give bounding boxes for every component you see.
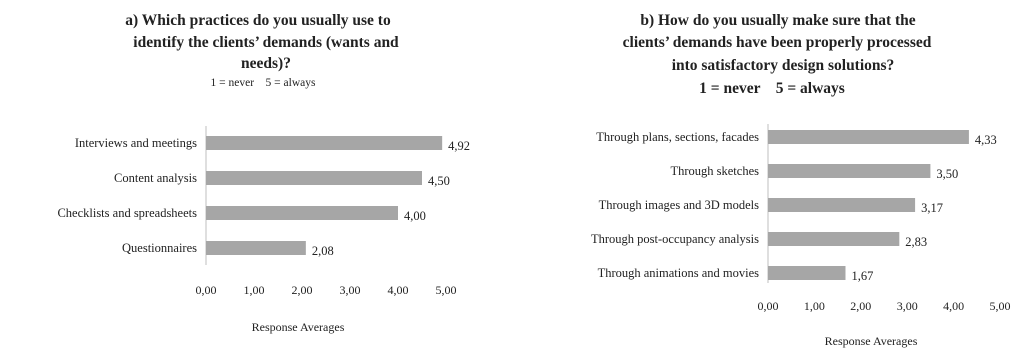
a-bar-2 (206, 206, 398, 220)
chart-a-value-labels: 4,92 4,50 4,00 2,08 (312, 139, 470, 258)
a-value-label-2: 4,00 (404, 209, 426, 223)
a-bar-3 (206, 241, 306, 255)
chart-b-x-axis-label: Response Averages (825, 334, 918, 348)
chart-a-category-labels: Interviews and meetings Content analysis C… (57, 136, 197, 255)
a-x-tick-label-4: 4,00 (388, 283, 409, 297)
chart-a-title-line-3: needs)? (241, 55, 291, 72)
chart-b-title-line-3: into satisfactory design solutions? (672, 57, 895, 74)
chart-b-subtitle: 1 = never 5 = always (699, 80, 845, 97)
a-value-label-1: 4,50 (428, 174, 450, 188)
b-value-label-4: 1,67 (851, 269, 873, 283)
chart-b-category-labels: Through plans, sections, facades Through … (591, 130, 759, 280)
b-x-tick-label-2: 2,00 (850, 299, 871, 313)
b-x-tick-label-0: 0,00 (758, 299, 779, 313)
chart-b-value-labels: 4,33 3,50 3,17 2,83 1,67 (851, 133, 996, 283)
chart-b-title-line-2: clients’ demands have been properly proc… (623, 34, 932, 51)
chart-b-title-line-1: b) How do you usually make sure that the (640, 12, 915, 29)
chart-a: a) Which practices do you usually use to… (57, 12, 470, 334)
b-bar-4 (768, 266, 846, 280)
b-bar-3 (768, 232, 900, 246)
b-bar-2 (768, 198, 916, 212)
chart-b-x-tick-labels: 0,00 1,00 2,00 3,00 4,00 5,00 (758, 299, 1011, 313)
a-x-tick-label-1: 1,00 (244, 283, 265, 297)
chart-b: b) How do you usually make sure that the… (591, 12, 1011, 348)
b-value-label-3: 2,83 (905, 235, 927, 249)
b-value-label-0: 4,33 (975, 133, 997, 147)
a-x-tick-label-3: 3,00 (340, 283, 361, 297)
a-x-tick-label-5: 5,00 (436, 283, 457, 297)
b-category-label-1: Through sketches (670, 164, 759, 178)
b-category-label-2: Through images and 3D models (599, 198, 760, 212)
b-bar-1 (768, 164, 931, 178)
chart-a-subtitle: 1 = never 5 = always (211, 77, 316, 89)
chart-a-x-axis-label: Response Averages (252, 320, 345, 334)
chart-b-bars (768, 130, 969, 280)
b-x-tick-label-3: 3,00 (897, 299, 918, 313)
a-category-label-3: Questionnaires (122, 241, 197, 255)
a-category-label-2: Checklists and spreadsheets (57, 206, 197, 220)
b-category-label-0: Through plans, sections, facades (596, 130, 759, 144)
a-bar-0 (206, 136, 443, 150)
a-value-label-3: 2,08 (312, 244, 334, 258)
b-category-label-3: Through post-occupancy analysis (591, 232, 759, 246)
a-x-tick-label-0: 0,00 (196, 283, 217, 297)
b-x-tick-label-4: 4,00 (943, 299, 964, 313)
b-x-tick-label-1: 1,00 (804, 299, 825, 313)
chart-a-title-line-2: identify the clients’ demands (wants and (133, 34, 399, 51)
b-x-tick-label-5: 5,00 (990, 299, 1011, 313)
a-category-label-0: Interviews and meetings (75, 136, 197, 150)
b-value-label-1: 3,50 (936, 167, 958, 181)
a-x-tick-label-2: 2,00 (292, 283, 313, 297)
a-bar-1 (206, 171, 422, 185)
a-category-label-1: Content analysis (114, 171, 197, 185)
b-category-label-4: Through animations and movies (598, 266, 760, 280)
b-bar-0 (768, 130, 969, 144)
a-value-label-0: 4,92 (448, 139, 470, 153)
chart-a-title-line-1: a) Which practices do you usually use to (125, 12, 391, 29)
chart-a-bars (206, 136, 443, 255)
chart-a-x-tick-labels: 0,00 1,00 2,00 3,00 4,00 5,00 (196, 283, 457, 297)
b-value-label-2: 3,17 (921, 201, 943, 215)
